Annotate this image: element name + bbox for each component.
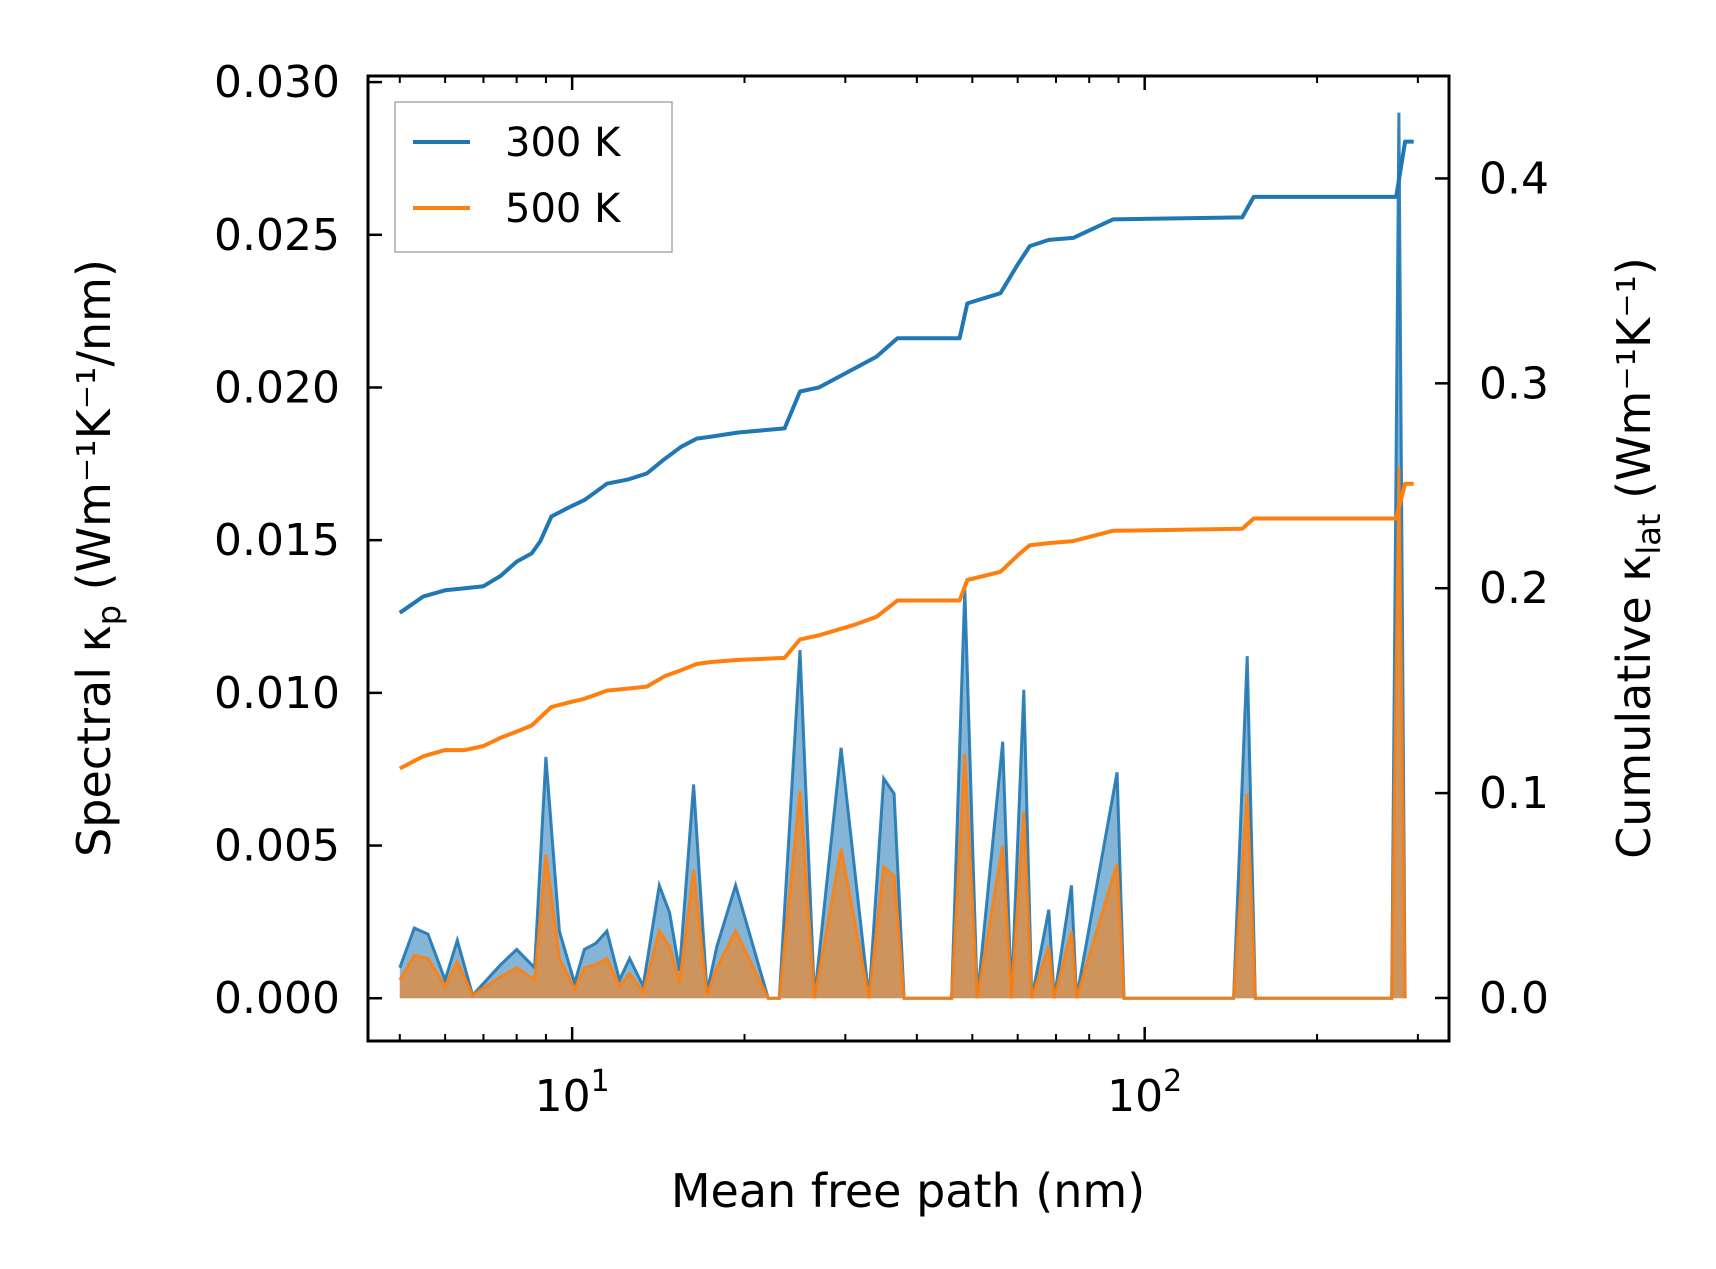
- y-tick-label: 0.030: [214, 57, 340, 108]
- y-tick-label: 0.005: [214, 821, 340, 872]
- y-axis-title: Spectral κp (Wm⁻¹K⁻¹/nm): [67, 259, 128, 857]
- axes: 0.000 0.005 0.010 0.015 0.020 0.025 0.030 0.0 0.…: [214, 57, 1549, 1122]
- y2-axis-title-sub: lat: [1630, 514, 1668, 555]
- y-axis-title-main: Spectral κ: [67, 625, 121, 857]
- y2-tick-label: 0.1: [1479, 768, 1549, 819]
- legend-label-500k: 500 K: [505, 186, 622, 232]
- y2-tick-label: 0.0: [1479, 973, 1549, 1024]
- y2-axis-title-units: (Wm⁻¹K⁻¹): [1607, 257, 1661, 513]
- spectral-line-500k: [398, 466, 1407, 1000]
- y2-tick-label: 0.2: [1479, 563, 1549, 614]
- y-axis-title-units: (Wm⁻¹K⁻¹/nm): [67, 259, 121, 605]
- y2-axis-title: Cumulative κlat (Wm⁻¹K⁻¹): [1607, 257, 1668, 859]
- y-tick-label: 0.020: [214, 362, 340, 413]
- cumulative-line-300k: [398, 139, 1414, 615]
- y-tick-label: 0.010: [214, 668, 340, 719]
- y2-tick-label: 0.3: [1479, 358, 1549, 409]
- x-tick-label: 101: [535, 1064, 610, 1122]
- cumulative-line-500k: [398, 481, 1414, 771]
- legend-box: [394, 101, 673, 253]
- y-tick-label: 0.000: [214, 973, 340, 1024]
- plot-area: [398, 112, 1414, 1000]
- y2-axis-title-main: Cumulative κ: [1607, 555, 1661, 859]
- legend: 300 K 500 K: [394, 101, 673, 253]
- y-axis-title-sub: p: [90, 605, 128, 625]
- y2-tick-label: 0.4: [1479, 153, 1549, 204]
- x-axis-title: Mean free path (nm): [671, 1164, 1145, 1218]
- y-tick-label: 0.015: [214, 515, 340, 566]
- x-tick-label: 102: [1107, 1064, 1182, 1122]
- y-tick-label: 0.025: [214, 210, 340, 261]
- axes-frame: [366, 74, 1451, 1043]
- legend-label-300k: 300 K: [505, 120, 622, 166]
